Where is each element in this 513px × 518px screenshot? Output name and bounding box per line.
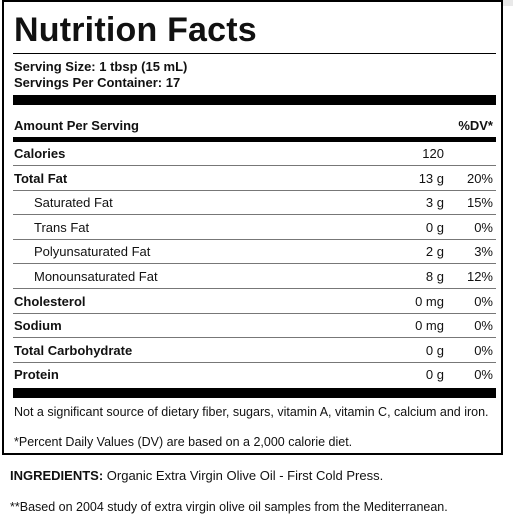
row-divider	[13, 313, 496, 314]
ingredients-text: Organic Extra Virgin Olive Oil - First C…	[103, 468, 384, 483]
nutrient-name: Monounsaturated Fat	[34, 269, 158, 284]
nutrient-row-monounsaturated-fat: Monounsaturated Fat 8 g 12%	[13, 265, 496, 289]
nutrient-row-total-carbohydrate: Total Carbohydrate 0 g 0%	[13, 339, 496, 363]
dv-header: %DV*	[458, 118, 493, 133]
nutrient-amount: 8 g	[425, 269, 444, 284]
serving-size: Serving Size: 1 tbsp (15 mL)	[14, 59, 188, 74]
nutrient-amount: 0 g	[425, 367, 444, 382]
row-divider	[13, 337, 496, 338]
nutrient-dv: 0%	[474, 318, 493, 333]
label-title: Nutrition Facts	[14, 11, 257, 49]
nutrient-amount: 120	[422, 146, 444, 161]
nutrient-name: Polyunsaturated Fat	[34, 244, 151, 259]
nutrient-dv: 0%	[474, 294, 493, 309]
nutrient-dv: 0%	[474, 220, 493, 235]
servings-per-container: Servings Per Container: 17	[14, 75, 181, 90]
footer-divider	[13, 388, 496, 398]
header-divider	[13, 137, 496, 142]
not-significant-note: Not a significant source of dietary fibe…	[14, 405, 489, 419]
amount-per-serving-label: Amount Per Serving	[14, 118, 139, 133]
nutrient-name: Calories	[14, 146, 66, 161]
row-divider	[13, 239, 496, 240]
nutrient-dv: 20%	[466, 171, 493, 186]
row-divider	[13, 288, 496, 289]
nutrient-name: Protein	[14, 367, 59, 382]
ingredients-line: INGREDIENTS: Organic Extra Virgin Olive …	[10, 468, 383, 483]
row-divider	[13, 214, 496, 215]
nutrient-dv: 0%	[474, 343, 493, 358]
nutrient-amount: 0 mg	[415, 318, 444, 333]
row-divider	[13, 190, 496, 191]
nutrient-amount: 0 g	[425, 343, 444, 358]
ingredients-label: INGREDIENTS:	[10, 468, 104, 483]
nutrient-name: Trans Fat	[34, 220, 90, 235]
nutrient-amount: 13 g	[418, 171, 444, 186]
study-footnote: **Based on 2004 study of extra virgin ol…	[10, 500, 448, 514]
nutrient-name: Sodium	[14, 318, 62, 333]
nutrient-name: Saturated Fat	[34, 195, 113, 210]
nutrient-row-trans-fat: Trans Fat 0 g 0%	[13, 216, 496, 240]
nutrient-row-saturated-fat: Saturated Fat 3 g 15%	[13, 191, 496, 215]
nutrient-name: Total Carbohydrate	[14, 343, 133, 358]
title-divider	[13, 53, 496, 54]
row-divider	[13, 263, 496, 264]
nutrition-facts-label: Nutrition Facts Serving Size: 1 tbsp (15…	[2, 0, 503, 455]
nutrient-name: Total Fat	[14, 171, 68, 186]
nutrient-dv: 0%	[474, 367, 493, 382]
nutrient-name: Cholesterol	[14, 294, 86, 309]
daily-value-note: *Percent Daily Values (DV) are based on …	[14, 435, 353, 449]
calories-row: Calories 120	[13, 142, 496, 166]
serving-divider	[13, 95, 496, 105]
nutrient-row-total-fat: Total Fat 13 g 20%	[13, 167, 496, 191]
row-divider	[13, 362, 496, 363]
row-divider	[13, 165, 496, 166]
nutrient-amount: 3 g	[425, 195, 444, 210]
nutrient-row-polyunsaturated-fat: Polyunsaturated Fat 2 g 3%	[13, 240, 496, 264]
nutrient-row-cholesterol: Cholesterol 0 mg 0%	[13, 290, 496, 314]
nutrient-dv: 15%	[466, 195, 493, 210]
nutrient-amount: 2 g	[425, 244, 444, 259]
nutrient-amount: 0 g	[425, 220, 444, 235]
nutrient-dv: 3%	[474, 244, 493, 259]
nutrient-row-sodium: Sodium 0 mg 0%	[13, 314, 496, 338]
nutrient-amount: 0 mg	[415, 294, 444, 309]
nutrient-row-protein: Protein 0 g 0%	[13, 363, 496, 387]
nutrient-dv: 12%	[466, 269, 493, 284]
